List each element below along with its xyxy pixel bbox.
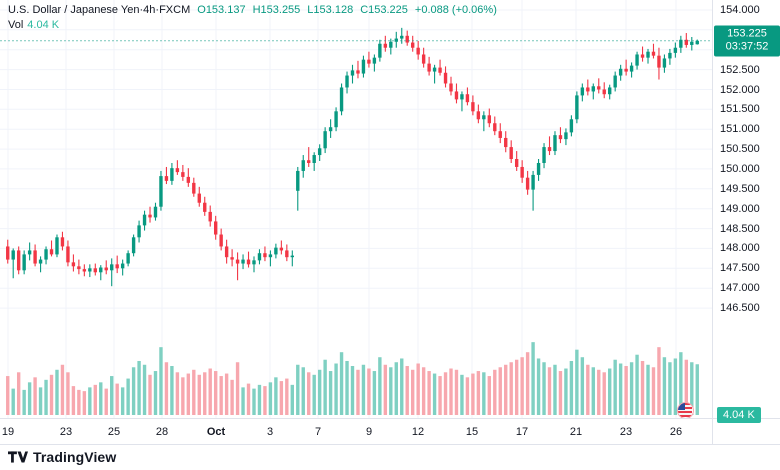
time-tick-label: 17 — [515, 426, 529, 438]
price-tick-label: 150.000 — [720, 162, 760, 175]
time-tick-label: 3 — [266, 426, 274, 438]
time-tick-label: 23 — [59, 426, 73, 438]
candlestick-svg — [0, 0, 712, 418]
price-tick-label: 151.000 — [720, 123, 760, 136]
time-tick-label: 23 — [619, 426, 633, 438]
price-tick-label: 148.500 — [720, 222, 760, 235]
price-tick-label: 152.500 — [720, 63, 760, 76]
time-tick-label: 7 — [314, 426, 322, 438]
time-tick-label: 19 — [1, 426, 15, 438]
time-tick-label: 9 — [365, 426, 373, 438]
us-flag-icon[interactable] — [677, 402, 694, 418]
volume-bars — [6, 342, 699, 415]
volume-value-badge: 4.04 K — [717, 407, 761, 423]
current-price-badge[interactable]: 153.225 03:37:52 — [714, 25, 780, 57]
time-tick-label: 25 — [107, 426, 121, 438]
candles — [6, 27, 699, 287]
price-tick-label: 150.500 — [720, 143, 760, 156]
time-tick-label: 21 — [569, 426, 583, 438]
price-tick-label: 152.000 — [720, 83, 760, 96]
price-tick-label: 147.500 — [720, 262, 760, 275]
price-tick-label: 154.000 — [720, 4, 760, 16]
tradingview-logo[interactable]: TradingView — [8, 449, 116, 465]
bottom-bar: TradingView — [0, 444, 780, 470]
time-tick-label: 28 — [155, 426, 169, 438]
time-tick-label: 15 — [465, 426, 479, 438]
price-tick-label: 146.500 — [720, 302, 760, 315]
time-axis[interactable]: 19 23 25 28 Oct 3 7 9 12 15 17 21 23 26 — [0, 418, 712, 444]
price-tick-label: 149.000 — [720, 202, 760, 215]
us-flag-glyph — [678, 403, 692, 417]
tradingview-wordmark: TradingView — [33, 449, 117, 465]
grid-lines — [0, 0, 712, 418]
time-tick-label: 26 — [669, 426, 683, 438]
price-tick-label: 147.000 — [720, 282, 760, 295]
time-tick-label: 12 — [411, 426, 425, 438]
time-tick-label: Oct — [206, 426, 226, 438]
tradingview-logo-icon — [8, 451, 28, 463]
price-tick-label: 151.500 — [720, 103, 760, 116]
chart-plot-area[interactable] — [0, 0, 712, 418]
price-tick-label: 148.000 — [720, 242, 760, 255]
price-tick-label: 149.500 — [720, 182, 760, 195]
current-price-value: 153.225 — [727, 27, 767, 40]
price-axis[interactable]: 154.000153.500153.000152.500152.000151.5… — [712, 0, 780, 423]
bar-countdown: 03:37:52 — [725, 40, 769, 53]
